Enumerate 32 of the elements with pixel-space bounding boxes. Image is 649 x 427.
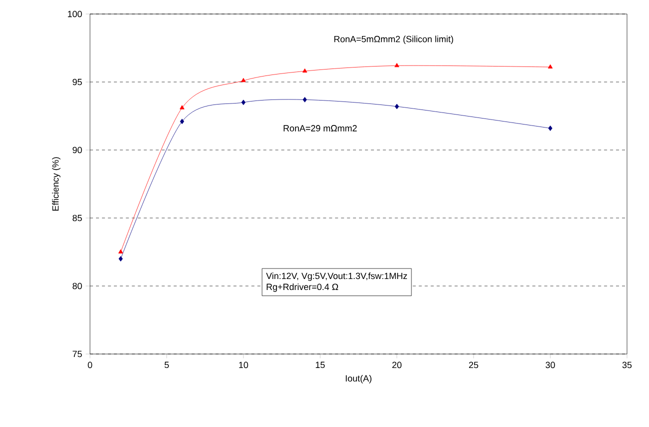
point: [302, 96, 307, 102]
point: [548, 126, 552, 131]
annotation: Vin:12V, Vg:5V,Vout:1.3V,fsw:1MHz: [266, 272, 407, 281]
point: [394, 62, 400, 68]
x-tick-label: 10: [239, 362, 248, 368]
y-axis-title: Efficiency (%): [52, 157, 60, 211]
point: [302, 68, 308, 73]
point: [394, 104, 399, 110]
point: [118, 256, 123, 262]
point: [118, 249, 124, 254]
y-tick-label: 75: [72, 350, 82, 358]
point: [180, 105, 184, 110]
y-tick-label: 100: [68, 10, 82, 18]
y-tick-label: 85: [72, 214, 82, 222]
x-tick-label: 35: [622, 362, 632, 368]
x-tick-label: 30: [546, 362, 555, 368]
text: RonA=5mΩmm2 (Silicon limit): [334, 36, 454, 44]
x-tick-label: 0: [88, 362, 92, 368]
x-tick-label: 25: [469, 362, 478, 368]
point: [180, 118, 184, 124]
point: [241, 78, 246, 82]
point: [548, 64, 553, 68]
x-tick-label: 20: [392, 362, 402, 368]
x-tick-label: 15: [316, 362, 325, 368]
x-axis-title: Iout(A): [346, 374, 372, 384]
y-tick-label: 90: [72, 146, 82, 154]
annotation: Rg+Rdriver=0.4 Ω: [266, 283, 338, 292]
y-tick-label: 95: [72, 78, 82, 86]
x-tick-label: 5: [164, 362, 169, 368]
y-tick-label: 80: [72, 282, 82, 290]
text: RonA=29 mΩmm2: [284, 125, 357, 132]
point: [241, 100, 246, 106]
